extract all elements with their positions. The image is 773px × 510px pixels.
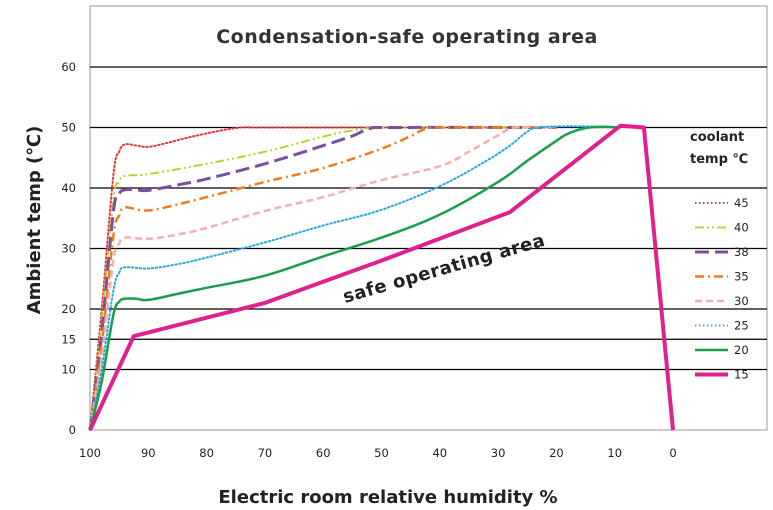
x-tick-label: 70 (258, 446, 273, 460)
x-tick-label: 10 (607, 446, 622, 460)
x-tick-label: 30 (491, 446, 506, 460)
legend-label-35: 35 (734, 270, 749, 284)
chart-title: Condensation-safe operating area (216, 26, 598, 48)
x-tick-label: 80 (199, 446, 214, 460)
y-tick-label: 30 (61, 242, 76, 256)
legend-label-25: 25 (734, 319, 749, 333)
y-tick-label: 20 (61, 302, 76, 316)
y-axis-label: Ambient temp (℃) (24, 126, 45, 315)
series-lines (88, 123, 675, 431)
x-axis-label: Electric room relative humidity % (218, 487, 557, 508)
x-tick-label: 100 (79, 446, 101, 460)
y-tick-label: 0 (69, 423, 76, 437)
series-line-35 (88, 126, 557, 431)
x-tick-label: 0 (669, 446, 676, 460)
y-tick-label: 50 (61, 121, 76, 135)
legend-label-20: 20 (734, 343, 749, 357)
legend-label-38: 38 (734, 245, 749, 259)
series-line-20 (88, 125, 621, 431)
x-tick-label: 60 (316, 446, 331, 460)
x-tick-label: 20 (549, 446, 564, 460)
x-tick-labels: 100 90 80 70 60 50 40 30 20 10 0 (79, 446, 677, 460)
series-line-38 (88, 125, 557, 431)
y-tick-labels: 0 10 15 20 30 40 50 60 (61, 60, 76, 437)
legend: coolant temp ℃ 45 40 38 35 30 25 20 15 (690, 130, 749, 382)
series-line-45 (89, 126, 558, 431)
legend-label-45: 45 (734, 196, 749, 210)
y-tick-label: 40 (61, 181, 76, 195)
y-tick-label: 10 (61, 363, 76, 377)
legend-label-15: 15 (734, 368, 749, 382)
x-tick-label: 50 (374, 446, 389, 460)
series-line-25 (89, 125, 616, 431)
series-line-15 (88, 123, 675, 431)
y-tick-label: 60 (61, 60, 76, 74)
x-tick-label: 40 (432, 446, 447, 460)
legend-label-40: 40 (734, 221, 749, 235)
y-tick-label: 15 (61, 332, 76, 346)
legend-label-30: 30 (734, 294, 749, 308)
x-tick-label: 90 (141, 446, 156, 460)
series-line-30 (88, 125, 557, 431)
legend-title: coolant temp ℃ (690, 130, 748, 167)
